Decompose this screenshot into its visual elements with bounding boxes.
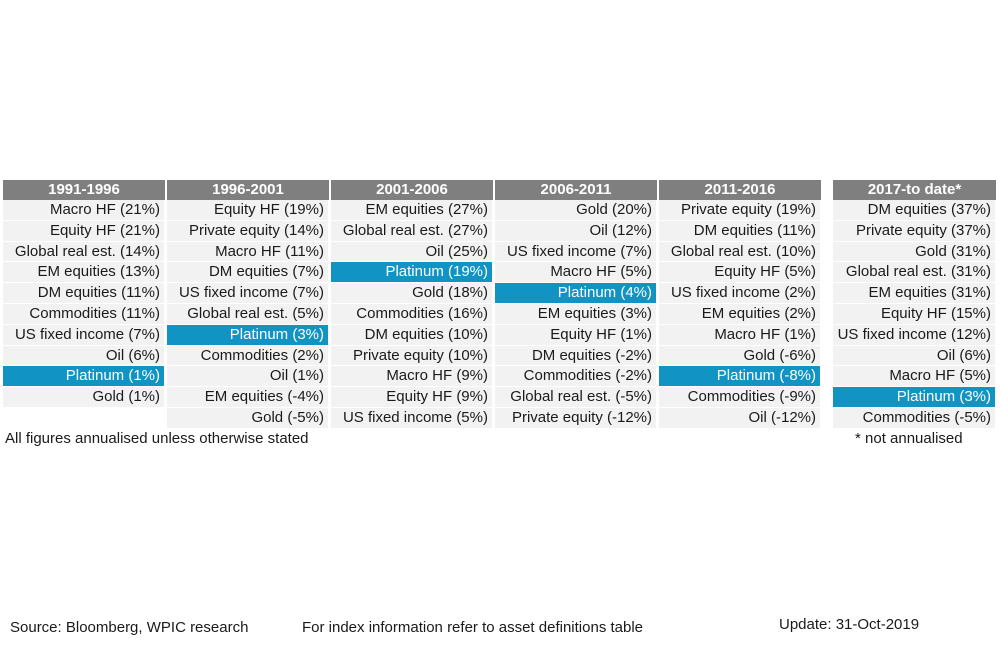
table-cell: Global real est. (14%) [3, 241, 164, 262]
table-cell: Private equity (19%) [659, 200, 820, 220]
table-cell: Platinum (-8%) [659, 366, 820, 387]
table-cell: Commodities (-9%) [659, 387, 820, 407]
table-cell: Oil (6%) [833, 345, 995, 366]
table-cell: EM equities (13%) [3, 262, 164, 283]
table-cell: Oil (-12%) [659, 408, 820, 428]
update-text: Update: 31-Oct-2019 [779, 616, 920, 633]
table-cell: EM equities (31%) [833, 283, 995, 303]
table-cell: Gold (31%) [833, 241, 995, 262]
table-cell: DM equities (-2%) [495, 345, 656, 366]
table-cell: US fixed income (5%) [331, 408, 492, 428]
table-cell: US fixed income (7%) [167, 283, 328, 303]
table-cell: Gold (-5%) [167, 408, 328, 428]
table-cell: DM equities (10%) [331, 324, 492, 345]
table-cell: Platinum (3%) [833, 387, 995, 407]
table-cell: Gold (-6%) [659, 345, 820, 366]
table-cell: Macro HF (1%) [659, 324, 820, 345]
table-cell: US fixed income (2%) [659, 283, 820, 303]
table-cell: Platinum (19%) [331, 262, 492, 283]
table-cell: Oil (6%) [3, 345, 164, 366]
table-cell: Gold (18%) [331, 283, 492, 303]
table-cell: Global real est. (5%) [167, 304, 328, 324]
table-cell: Platinum (3%) [167, 324, 328, 345]
empty-cell [3, 408, 164, 428]
table-cell: Commodities (2%) [167, 345, 328, 366]
table-cell: Platinum (1%) [3, 366, 164, 387]
table-cell: Equity HF (19%) [167, 200, 328, 220]
table-cell: Equity HF (21%) [3, 220, 164, 241]
table-cell: Gold (1%) [3, 387, 164, 407]
table-cell: Macro HF (11%) [167, 241, 328, 262]
table-cell: Oil (1%) [167, 366, 328, 387]
table-cell: US fixed income (12%) [833, 324, 995, 345]
table-cell: Global real est. (31%) [833, 262, 995, 283]
table-cell: Global real est. (10%) [659, 241, 820, 262]
period-header-4: 2011-2016 [659, 180, 821, 200]
table-cell: DM equities (37%) [833, 200, 995, 220]
table-cell: Commodities (11%) [3, 304, 164, 324]
table-cell: Equity HF (9%) [331, 387, 492, 407]
period-header-3: 2006-2011 [495, 180, 657, 200]
table-cell: EM equities (3%) [495, 304, 656, 324]
table-cell: DM equities (11%) [3, 283, 164, 303]
table-cell: DM equities (7%) [167, 262, 328, 283]
table-cell: Macro HF (5%) [833, 366, 995, 387]
period-header-0: 1991-1996 [3, 180, 165, 200]
table-cell: Gold (20%) [495, 200, 656, 220]
table-cell: DM equities (11%) [659, 220, 820, 241]
period-header-2: 2001-2006 [331, 180, 493, 200]
table-cell: US fixed income (7%) [495, 241, 656, 262]
table-cell: Equity HF (5%) [659, 262, 820, 283]
table-cell: Equity HF (15%) [833, 304, 995, 324]
period-header-1: 1996-2001 [167, 180, 329, 200]
not-annualised-note: * not annualised [855, 430, 963, 447]
table-cell: EM equities (-4%) [167, 387, 328, 407]
table-cell: Global real est. (27%) [331, 220, 492, 241]
table-cell: EM equities (27%) [331, 200, 492, 220]
table-cell: Oil (12%) [495, 220, 656, 241]
table-cell: Commodities (16%) [331, 304, 492, 324]
source-text: Source: Bloomberg, WPIC research [10, 619, 249, 636]
period-header-5: 2017-to date* [833, 180, 996, 200]
table-cell: Macro HF (5%) [495, 262, 656, 283]
table-cell: US fixed income (7%) [3, 324, 164, 345]
table-cell: Private equity (14%) [167, 220, 328, 241]
table-cell: Equity HF (1%) [495, 324, 656, 345]
table-cell: Oil (25%) [331, 241, 492, 262]
table-cell: Macro HF (21%) [3, 200, 164, 220]
index-info-text: For index information refer to asset def… [302, 619, 644, 636]
table-cell: EM equities (2%) [659, 304, 820, 324]
table-cell: Private equity (37%) [833, 220, 995, 241]
table-cell: Private equity (-12%) [495, 408, 656, 428]
table-cell: Commodities (-2%) [495, 366, 656, 387]
table-cell: Platinum (4%) [495, 283, 656, 303]
table-cell: Commodities (-5%) [833, 408, 995, 428]
table-cell: Macro HF (9%) [331, 366, 492, 387]
table-cell: Private equity (10%) [331, 345, 492, 366]
table-cell: Global real est. (-5%) [495, 387, 656, 407]
annualised-note: All figures annualised unless otherwise … [5, 430, 309, 447]
